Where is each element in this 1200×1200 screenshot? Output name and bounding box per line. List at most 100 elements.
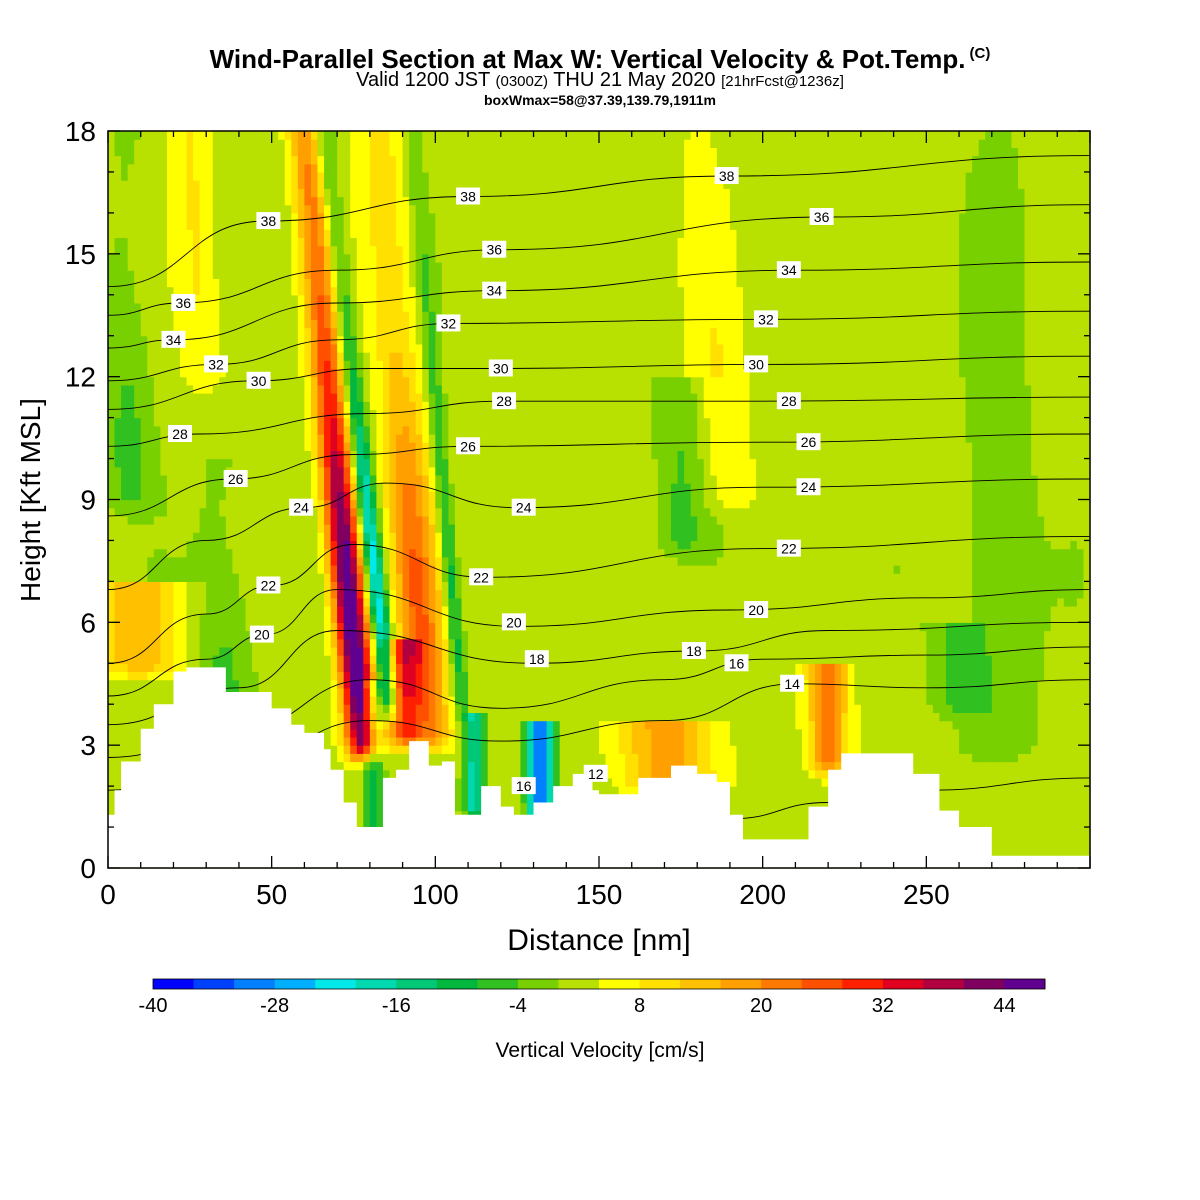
velocity-cell	[232, 548, 240, 558]
velocity-cell	[232, 425, 240, 435]
velocity-cell	[252, 433, 260, 443]
valid-zulu: (0300Z)	[495, 73, 549, 90]
velocity-cell	[186, 327, 194, 337]
velocity-cell	[402, 524, 410, 533]
velocity-cell	[317, 212, 325, 222]
velocity-cell	[402, 204, 410, 214]
velocity-cell	[153, 630, 161, 640]
velocity-cell	[206, 221, 214, 230]
velocity-cell	[252, 401, 260, 411]
velocity-cell	[422, 425, 430, 435]
velocity-cell	[448, 433, 456, 443]
velocity-cell	[389, 753, 397, 763]
velocity-cell	[238, 507, 247, 517]
velocity-cell	[232, 262, 240, 271]
velocity-cell	[199, 204, 207, 214]
velocity-cell	[310, 589, 319, 599]
velocity-cell	[422, 245, 430, 255]
velocity-cell	[409, 515, 417, 525]
velocity-cell	[310, 491, 319, 501]
velocity-cell	[324, 736, 332, 746]
velocity-cell	[350, 229, 358, 239]
velocity-cell	[206, 556, 214, 566]
velocity-cell	[166, 237, 175, 247]
velocity-cell	[415, 499, 423, 509]
velocity-cell	[258, 524, 266, 533]
velocity-cell	[343, 515, 351, 525]
velocity-cell	[343, 769, 351, 779]
velocity-cell	[356, 212, 364, 222]
velocity-cell	[186, 384, 194, 394]
velocity-cell	[448, 221, 456, 230]
velocity-cell	[376, 319, 384, 329]
velocity-cell	[225, 565, 233, 574]
velocity-cell	[415, 204, 423, 214]
velocity-cell	[252, 319, 260, 329]
velocity-cell	[441, 565, 450, 574]
velocity-cell	[343, 327, 351, 337]
velocity-cell	[343, 319, 351, 329]
velocity-cell	[271, 262, 279, 271]
velocity-cell	[186, 270, 194, 279]
velocity-cell	[121, 188, 129, 198]
velocity-cell	[238, 155, 247, 165]
velocity-cell	[382, 491, 391, 501]
velocity-cell	[350, 614, 358, 623]
velocity-cell	[199, 327, 207, 337]
velocity-cell	[428, 524, 436, 533]
velocity-cell	[108, 384, 116, 394]
velocity-cell	[396, 466, 404, 476]
velocity-cell	[461, 393, 469, 402]
velocity-cell	[291, 360, 299, 370]
velocity-cell	[415, 728, 423, 738]
velocity-cell	[186, 278, 194, 288]
velocity-cell	[147, 311, 155, 320]
velocity-cell	[428, 491, 436, 501]
velocity-cell	[232, 450, 240, 460]
velocity-cell	[337, 646, 345, 656]
velocity-cell	[454, 212, 463, 222]
velocity-cell	[337, 663, 345, 673]
velocity-cell	[140, 204, 148, 214]
velocity-cell	[245, 139, 253, 148]
velocity-cell	[258, 163, 266, 173]
velocity-cell	[232, 221, 240, 230]
velocity-cell	[330, 286, 338, 296]
velocity-cell	[454, 638, 463, 648]
velocity-cell	[180, 229, 188, 239]
velocity-cell	[402, 474, 410, 484]
velocity-cell	[376, 605, 384, 615]
velocity-cell	[284, 237, 292, 247]
velocity-cell	[284, 245, 292, 255]
velocity-cell	[127, 704, 135, 714]
velocity-cell	[212, 450, 220, 460]
velocity-cell	[402, 548, 410, 558]
velocity-cell	[271, 131, 279, 140]
velocity-cell	[199, 532, 207, 542]
velocity-cell	[376, 278, 384, 288]
velocity-cell	[435, 302, 443, 312]
velocity-cell	[448, 294, 456, 304]
velocity-cell	[363, 704, 371, 714]
velocity-cell	[258, 319, 266, 329]
velocity-cell	[324, 622, 332, 632]
velocity-cell	[369, 589, 378, 599]
velocity-cell	[317, 196, 325, 206]
velocity-cell	[304, 597, 312, 607]
velocity-cell	[343, 442, 351, 451]
velocity-cell	[278, 458, 286, 468]
velocity-cell	[415, 679, 423, 689]
velocity-cell	[278, 524, 286, 533]
velocity-cell	[108, 155, 116, 165]
velocity-cell	[147, 401, 155, 411]
velocity-cell	[153, 614, 161, 623]
velocity-cell	[363, 671, 371, 681]
velocity-cell	[252, 409, 260, 419]
velocity-cell	[454, 515, 463, 525]
velocity-cell	[297, 548, 305, 558]
velocity-cell	[324, 221, 332, 230]
velocity-cell	[448, 196, 456, 206]
velocity-cell	[337, 425, 345, 435]
velocity-cell	[422, 704, 430, 714]
velocity-cell	[435, 720, 443, 730]
